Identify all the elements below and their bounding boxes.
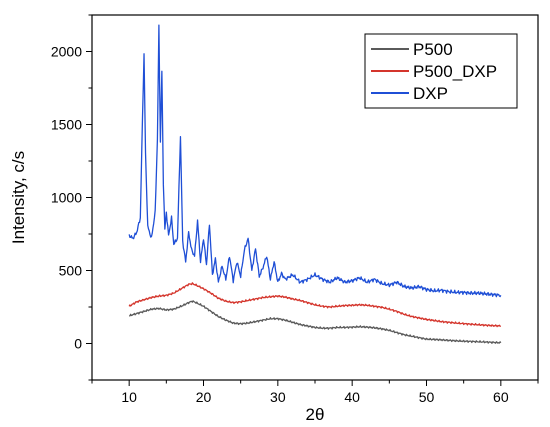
x-tick-label: 50: [419, 389, 435, 405]
y-tick-label: 0: [74, 336, 82, 352]
x-axis-label: 2θ: [306, 405, 325, 424]
y-tick-label: 1500: [51, 117, 82, 133]
legend: P500 P500_DXP DXP: [364, 33, 518, 109]
y-tick-label: 500: [59, 263, 83, 279]
legend-label-dxp: DXP: [413, 84, 448, 103]
legend-label-p500-dxp: P500_DXP: [413, 62, 497, 81]
series-line-dxp: [128, 24, 502, 298]
series-layer: [128, 24, 502, 344]
series-line-p500-dxp: [128, 282, 502, 328]
y-tick-label: 2000: [51, 44, 82, 60]
x-tick-label: 40: [344, 389, 360, 405]
axis-ticks: 10 20 30 40 50 60 0 500 1000 1500 2000: [51, 14, 539, 405]
y-tick-label: 1000: [51, 190, 82, 206]
x-tick-label: 20: [196, 389, 212, 405]
x-tick-label: 10: [121, 389, 137, 405]
series-line-p500: [129, 300, 502, 344]
y-axis-label: Intensity, c/s: [9, 151, 28, 244]
x-tick-label: 60: [493, 389, 509, 405]
x-tick-label: 30: [270, 389, 286, 405]
legend-label-p500: P500: [413, 40, 453, 59]
